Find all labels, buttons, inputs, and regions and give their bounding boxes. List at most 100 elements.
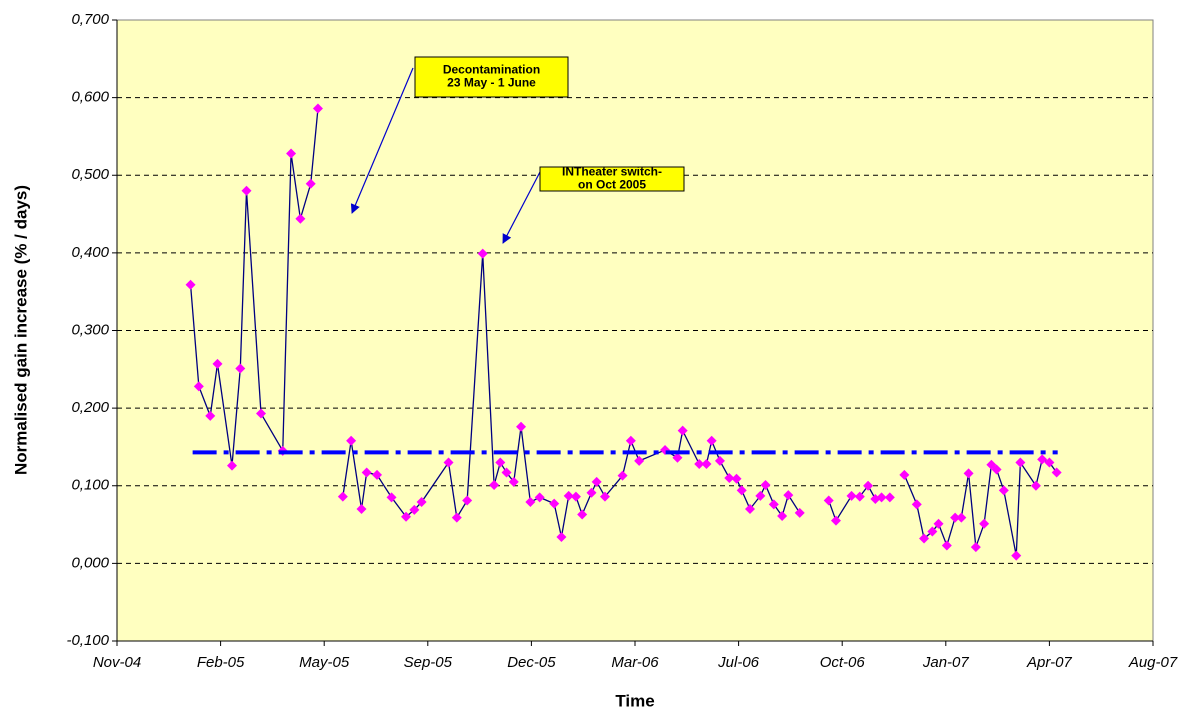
data-point xyxy=(744,504,755,515)
data-point xyxy=(846,490,857,501)
x-tick-label: Jul-06 xyxy=(717,654,760,671)
data-point xyxy=(401,511,412,522)
data-point xyxy=(950,512,961,523)
x-tick-label: Jan-07 xyxy=(922,654,970,671)
y-tick-label: 0,300 xyxy=(71,321,109,338)
data-point xyxy=(694,459,705,470)
data-point xyxy=(1037,454,1048,465)
data-point xyxy=(495,457,506,468)
data-point xyxy=(193,381,204,392)
data-point xyxy=(941,540,952,551)
data-point xyxy=(970,542,981,553)
data-point xyxy=(516,421,527,432)
data-point xyxy=(312,103,323,114)
data-point xyxy=(876,492,887,503)
data-point xyxy=(443,457,454,468)
data-point xyxy=(409,504,420,515)
data-point xyxy=(599,491,610,502)
x-tick-label: Dec-05 xyxy=(507,654,556,671)
data-point xyxy=(525,497,536,508)
data-point xyxy=(884,492,895,503)
data-point xyxy=(794,507,805,518)
y-axis-title: Normalised gain increase (% / days) xyxy=(11,185,30,475)
annotation-text: Decontamination xyxy=(443,63,540,77)
data-point xyxy=(1030,480,1041,491)
data-point xyxy=(361,467,372,478)
data-point xyxy=(256,408,267,419)
annotation-box xyxy=(414,56,569,98)
data-point xyxy=(489,479,500,490)
x-tick-label: Mar-06 xyxy=(611,654,659,671)
data-point xyxy=(714,455,725,466)
data-point xyxy=(755,490,766,501)
data-point xyxy=(998,485,1009,496)
data-point xyxy=(823,495,834,506)
data-point xyxy=(556,531,567,542)
data-point xyxy=(549,498,560,509)
data-point xyxy=(760,479,771,490)
annotation-text: INTheater switch- xyxy=(562,165,662,179)
y-tick-label: 0,000 xyxy=(71,554,109,571)
data-point xyxy=(863,480,874,491)
data-point xyxy=(534,492,545,503)
x-tick-label: Nov-04 xyxy=(93,654,141,671)
data-point xyxy=(768,499,779,510)
data-point xyxy=(286,148,297,159)
data-point xyxy=(963,468,974,479)
y-tick-label: 0,400 xyxy=(71,244,109,261)
data-point xyxy=(295,213,306,224)
x-axis-title: Time xyxy=(615,691,654,710)
data-point xyxy=(185,279,196,290)
annotation-text: 23 May - 1 June xyxy=(447,76,536,90)
data-point xyxy=(570,491,581,502)
data-point xyxy=(731,473,742,484)
data-point xyxy=(777,511,788,522)
data-point xyxy=(634,455,645,466)
data-point xyxy=(979,518,990,529)
data-point xyxy=(577,509,588,520)
data-point xyxy=(451,512,462,523)
data-point xyxy=(911,499,922,510)
data-point xyxy=(337,491,348,502)
data-point xyxy=(386,492,397,503)
data-point xyxy=(854,491,865,502)
data-point xyxy=(1051,467,1062,478)
x-tick-label: Aug-07 xyxy=(1128,654,1178,671)
data-point xyxy=(226,460,237,471)
annotation-arrow xyxy=(350,67,414,214)
data-point xyxy=(956,512,967,523)
data-point xyxy=(783,490,794,501)
data-point xyxy=(462,495,473,506)
data-point xyxy=(346,435,357,446)
data-point xyxy=(625,435,636,446)
data-point xyxy=(372,469,383,480)
data-point xyxy=(672,452,683,463)
data-point xyxy=(724,472,735,483)
data-point xyxy=(416,497,427,508)
data-point xyxy=(617,470,628,481)
annotation-text: on Oct 2005 xyxy=(578,178,646,192)
data-point xyxy=(830,515,841,526)
data-point xyxy=(933,518,944,529)
data-point xyxy=(356,504,367,515)
data-point xyxy=(736,485,747,496)
data-point xyxy=(586,487,597,498)
y-tick-label: 0,500 xyxy=(71,166,109,183)
x-tick-label: May-05 xyxy=(299,654,350,671)
data-point xyxy=(677,425,688,436)
x-tick-label: Oct-06 xyxy=(820,654,866,671)
data-point xyxy=(991,464,1002,475)
annotation-box xyxy=(539,166,685,192)
y-tick-label: 0,100 xyxy=(71,477,109,494)
data-point xyxy=(1044,457,1055,468)
y-tick-label: 0,600 xyxy=(71,89,109,106)
data-point xyxy=(1015,457,1026,468)
x-tick-label: Sep-05 xyxy=(404,654,453,671)
annotation-arrow xyxy=(502,171,541,244)
data-point xyxy=(477,248,488,259)
y-tick-label: -0,100 xyxy=(66,632,109,649)
data-point xyxy=(205,410,216,421)
data-point xyxy=(305,178,316,189)
data-point xyxy=(701,459,712,470)
